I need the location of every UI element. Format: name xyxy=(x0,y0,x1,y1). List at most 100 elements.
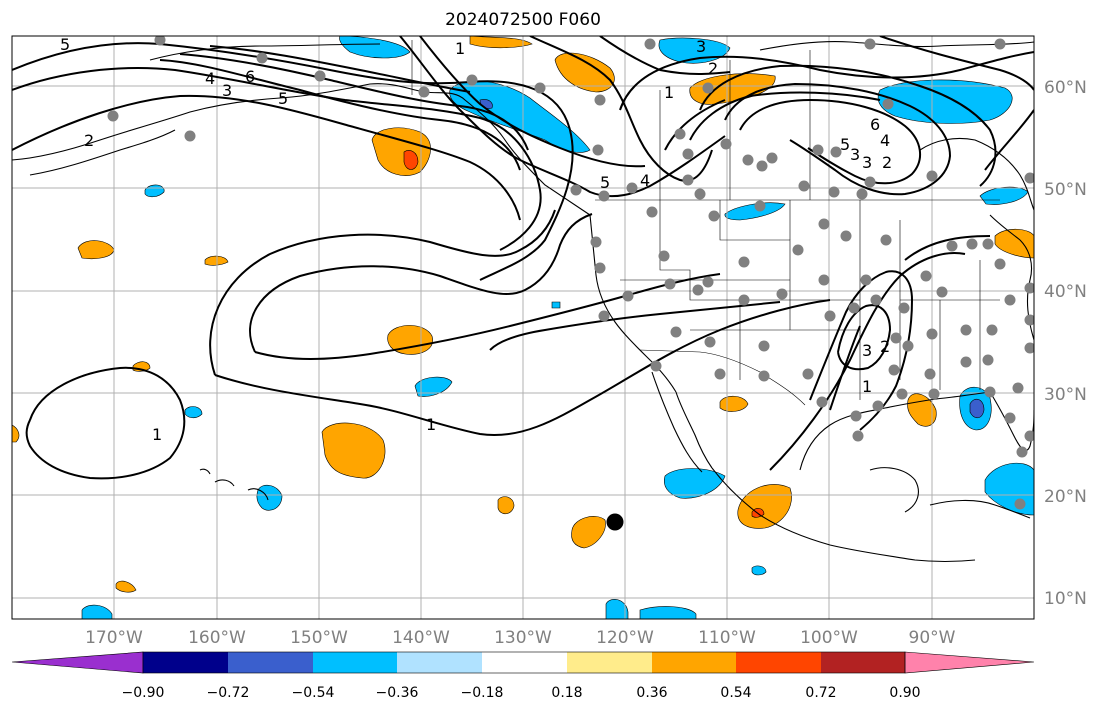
contour-pacific-ridge-4 xyxy=(214,299,831,436)
station-dot xyxy=(594,262,606,274)
coastline-alaska-north xyxy=(149,43,381,61)
station-dot xyxy=(986,324,998,336)
station-dot xyxy=(880,234,892,246)
station-dot xyxy=(982,238,994,250)
station-dot xyxy=(802,368,814,380)
colorbar-segment-1 xyxy=(143,652,228,673)
shade-pos-17 xyxy=(12,424,20,443)
contour-trough-se-2 xyxy=(809,270,914,431)
contour-label-3: 6 xyxy=(245,67,255,86)
colorbar-tick-label-5: −0.18 xyxy=(461,685,504,701)
coastline-baja xyxy=(651,371,713,473)
station-dot xyxy=(798,180,810,192)
station-dot xyxy=(864,38,876,50)
station-dot xyxy=(1024,282,1034,294)
station-dot xyxy=(898,302,910,314)
station-dot xyxy=(936,286,948,298)
station-dot xyxy=(890,332,902,344)
station-dot xyxy=(664,278,676,290)
coastline-gulf xyxy=(799,391,991,471)
station-dot xyxy=(816,396,828,408)
contour-label-11: 6 xyxy=(870,115,880,134)
shade-pos-3 xyxy=(321,422,386,479)
contour-label-18: 4 xyxy=(640,171,650,190)
station-dot xyxy=(1004,412,1016,424)
shade-pos-12 xyxy=(554,52,615,93)
shade-neg-18 xyxy=(551,301,561,309)
station-dot xyxy=(644,38,656,50)
station-dot xyxy=(418,86,430,98)
station-dot xyxy=(920,270,932,282)
station-dot xyxy=(924,368,936,380)
station-dot xyxy=(984,386,996,398)
station-dot xyxy=(598,190,610,202)
colorbar-tick-label-8: 0.54 xyxy=(720,685,751,701)
station-dot xyxy=(256,52,268,64)
shade-pos-7 xyxy=(497,496,515,515)
station-dot xyxy=(738,294,750,306)
contour-trough-se-4 xyxy=(829,235,991,411)
colorbar-tick-label-7: 0.36 xyxy=(636,685,667,701)
contour-canada-low-1 xyxy=(619,51,1034,111)
lat-label-50n: 50°N xyxy=(1044,180,1087,200)
station-dot xyxy=(702,82,714,94)
longitude-labels: 170°W 160°W 150°W 140°W 130°W 120°W 110°… xyxy=(85,628,956,648)
coastline-cuba xyxy=(929,499,1031,519)
lon-label-90w: 90°W xyxy=(909,628,956,648)
lat-label-40n: 40°N xyxy=(1044,282,1087,302)
colorbar-tick-labels: −0.90 −0.72 −0.54 −0.36 −0.18 0.18 0.36 … xyxy=(122,685,921,701)
contour-label-8: 3 xyxy=(696,37,706,56)
contour-canada-low-6 xyxy=(664,99,726,151)
station-dot xyxy=(926,170,938,182)
station-dot xyxy=(1014,498,1026,510)
contour-alaska-2 xyxy=(12,67,542,251)
contour-label-21: 3 xyxy=(862,341,872,360)
station-dot xyxy=(896,388,908,400)
lat-label-30n: 30°N xyxy=(1044,385,1087,405)
shade-pos-14 xyxy=(469,36,533,49)
colorbar-segment-4 xyxy=(397,652,482,673)
shade-pos-16 xyxy=(115,580,137,593)
station-dot xyxy=(682,174,694,186)
station-dot xyxy=(882,98,894,110)
coastline-east xyxy=(989,214,1034,341)
station-dot xyxy=(738,256,750,268)
contour-label-17: 5 xyxy=(600,173,610,192)
contour-canada-low-5 xyxy=(689,91,881,141)
contour-label-12: 5 xyxy=(840,135,850,154)
shade-neg-6 xyxy=(724,202,786,221)
colorbar-segment-2 xyxy=(228,652,313,673)
colorbar-segment-6 xyxy=(567,652,652,673)
contour-east-1 xyxy=(879,36,1034,91)
coastline-mexico-west xyxy=(711,467,976,563)
contour-label-9: 2 xyxy=(708,59,718,78)
contour-east-2 xyxy=(984,109,1034,171)
lat-label-20n: 20°N xyxy=(1044,487,1087,507)
shade-neg-7-core xyxy=(969,398,985,419)
station-dot xyxy=(758,340,770,352)
station-dot xyxy=(714,368,726,380)
colorbar-segment-8 xyxy=(736,652,821,673)
station-dot xyxy=(966,238,978,250)
station-dot xyxy=(184,130,196,142)
station-dot xyxy=(598,310,610,322)
station-dot xyxy=(926,328,938,340)
station-dot xyxy=(1024,314,1034,326)
contour-label-20: 1 xyxy=(152,425,162,444)
station-dot xyxy=(758,370,770,382)
station-dot xyxy=(670,326,682,338)
lat-label-10n: 10°N xyxy=(1044,589,1087,609)
station-dot xyxy=(756,160,768,172)
shade-neg-15 xyxy=(605,599,629,619)
station-markers xyxy=(107,36,1034,510)
colorbar-segment-9 xyxy=(821,652,905,673)
station-dot xyxy=(840,230,852,242)
station-dot xyxy=(1004,294,1016,306)
station-dot xyxy=(650,360,662,372)
contour-label-19: 1 xyxy=(426,415,436,434)
contour-label-4: 3 xyxy=(222,81,232,100)
shade-neg-10 xyxy=(414,376,453,397)
station-dot xyxy=(107,110,119,122)
colorbar-segment-7 xyxy=(652,652,736,673)
